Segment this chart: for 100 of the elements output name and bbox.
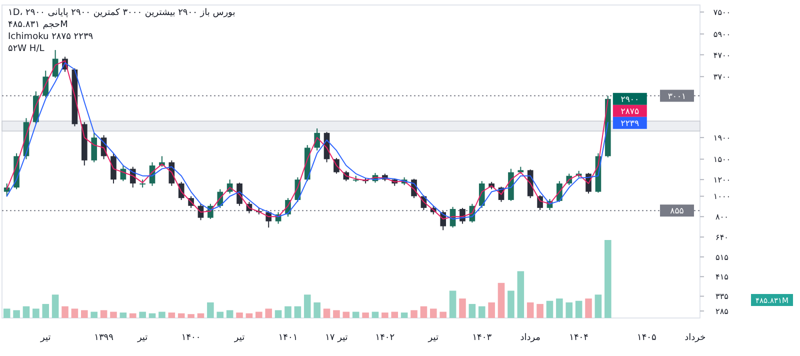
bar	[449, 290, 456, 318]
bar	[585, 298, 592, 318]
bar	[488, 302, 495, 318]
x-tick-label: تیر	[40, 333, 52, 343]
x-tick-label: ۱۷ تیر	[325, 333, 348, 343]
x-tick-label: تیر	[136, 333, 148, 343]
bar	[382, 312, 388, 318]
y-tick-label: ۴۱۵	[716, 272, 728, 282]
bar	[62, 306, 68, 318]
bar	[478, 306, 486, 318]
bar	[566, 302, 573, 318]
annotation: ۱D، بورس باز ۲۹۰۰ بیشترین ۳۰۰۰ کمترین ۲۹۰۰ پایانی ۲۹۰۰	[8, 8, 236, 18]
bar	[536, 304, 544, 318]
bar	[168, 312, 176, 318]
candlestick	[4, 182, 10, 197]
annotation: ۵۲W H/L	[8, 44, 44, 54]
ref-line-label: ۳۰۰۱	[668, 92, 686, 102]
y-tick-label: ۴۷۰۰	[713, 50, 731, 60]
bar	[362, 312, 369, 318]
data-label: ۲۲۳۹	[620, 118, 640, 129]
y-tick-label: ۳۳۵	[716, 292, 728, 302]
x-tick-label: ۱۴۰۰	[181, 333, 201, 343]
x-tick-label: تیر	[233, 333, 246, 343]
bar	[13, 310, 20, 318]
bar	[216, 312, 224, 318]
annotation: حجم ۴۸۵.۸۳۱M	[8, 20, 68, 30]
bar	[333, 310, 340, 318]
bar	[158, 312, 166, 318]
bar	[265, 308, 272, 318]
bar	[178, 313, 185, 318]
y-tick-label: ۳۷۰۰	[713, 72, 731, 82]
bar	[226, 310, 234, 318]
text: ۲۹۰۰	[620, 94, 640, 105]
bar	[129, 313, 136, 318]
bar	[294, 306, 302, 318]
y-tick-label: ۱۹۰۰	[713, 134, 731, 143]
bar	[546, 300, 554, 318]
x-tick-label: خرداد	[684, 333, 706, 343]
y-tick-label: ۱۲۰۰	[713, 176, 731, 185]
candlestick	[91, 132, 98, 163]
bar	[197, 313, 204, 318]
bar	[575, 300, 582, 318]
bar	[323, 308, 330, 318]
bar	[22, 306, 30, 318]
data-label: ۲۸۷۵	[620, 106, 640, 117]
x-tick-label: ۱۳۹۹	[94, 333, 114, 343]
bar	[304, 294, 311, 318]
x-tick-label: ۱۴۰۴	[569, 333, 589, 343]
bar	[420, 306, 428, 318]
bar	[410, 310, 418, 318]
bar	[274, 310, 282, 318]
bar	[236, 312, 243, 318]
x-tick-label: ۱۴۰۲	[375, 333, 395, 343]
bar	[90, 312, 98, 318]
bar	[556, 298, 563, 318]
y-tick-label: ۱۰۰۰	[713, 192, 731, 202]
bar	[372, 312, 379, 318]
bar	[391, 312, 398, 318]
bar	[604, 240, 612, 318]
x-tick-label: ۱۴۰۵	[637, 333, 657, 343]
y-tick-label: ۲۸۵	[716, 307, 728, 316]
bar	[207, 302, 214, 318]
bar	[246, 313, 253, 318]
bar	[42, 304, 50, 318]
bar	[52, 294, 59, 318]
bar	[508, 290, 514, 318]
ref-line-label: ۸۵۵	[670, 206, 684, 217]
bar	[148, 313, 156, 318]
bar	[517, 271, 524, 318]
annotation: Ichimoku ۲۸۷۵ ۲۲۳۹	[8, 32, 94, 42]
candlestick	[537, 194, 543, 211]
bar	[352, 312, 360, 318]
x-tick-label: تیر	[427, 333, 439, 343]
bar	[430, 308, 437, 318]
bar	[342, 312, 350, 318]
y-tick-label: ۷۵۰۰	[713, 8, 731, 18]
bar	[81, 310, 88, 318]
bar	[256, 312, 262, 318]
y-tick-label: ۵۹۰۰	[713, 30, 731, 39]
bar	[400, 312, 408, 318]
candlestick	[110, 152, 116, 184]
bar	[32, 308, 40, 318]
bar	[71, 308, 78, 318]
y-tick-label: ۵۱۵	[716, 252, 728, 262]
bar	[284, 306, 292, 318]
y-tick-label: ۱۵۰۰	[713, 155, 731, 164]
bar	[468, 304, 476, 318]
bar	[110, 312, 117, 318]
y-tick-label: ۸۰۰	[716, 212, 728, 222]
bar	[498, 282, 505, 318]
x-tick-label: ۱۴۰۳	[472, 333, 492, 343]
bar	[440, 312, 446, 318]
bar	[100, 310, 108, 318]
bar	[526, 302, 534, 318]
bar	[120, 312, 127, 318]
x-tick-label: مرداد	[520, 333, 541, 343]
bar	[314, 302, 320, 318]
bar	[139, 312, 146, 318]
x-tick-label: ۱۴۰۱	[278, 333, 298, 343]
bar	[188, 314, 194, 318]
